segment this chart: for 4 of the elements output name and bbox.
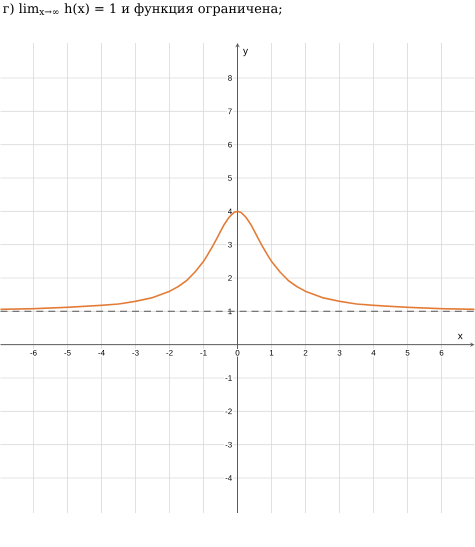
chart-title: г) lim$_{x→∞}$ h(x) = 1 и функция ограничена;	[3, 3, 282, 16]
y-axis-title: y	[243, 48, 248, 56]
x-axis-title: x	[458, 334, 463, 340]
line-series	[0, 210, 475, 310]
